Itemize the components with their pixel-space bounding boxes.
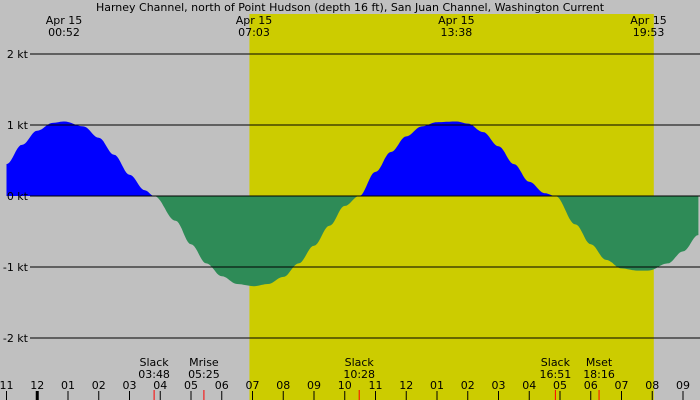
x-tick-label: 08 (645, 379, 659, 392)
y-tick-label: 2 kt (7, 48, 29, 61)
x-tick-label: 04 (153, 379, 167, 392)
y-tick-label: 0 kt (7, 190, 29, 203)
extreme-date-0: Apr 15 (46, 14, 83, 27)
y-tick-label: -1 kt (3, 261, 29, 274)
x-tick-label: 01 (61, 379, 75, 392)
event-time-4: 18:16 (583, 368, 615, 381)
x-tick-label: 06 (584, 379, 598, 392)
event-name-2: Slack (345, 356, 375, 369)
event-name-1: Mrise (189, 356, 219, 369)
event-name-0: Slack (139, 356, 169, 369)
y-axis-labels: 2 kt 1 kt 0 kt -1 kt -2 kt (3, 48, 29, 345)
x-tick-label: 02 (92, 379, 106, 392)
event-time-1: 05:25 (188, 368, 220, 381)
x-tick-label: 11 (0, 379, 14, 392)
x-tick-label: 09 (676, 379, 690, 392)
extreme-date-3: Apr 15 (630, 14, 667, 27)
flood-area-2 (360, 121, 556, 196)
x-tick-label: 05 (553, 379, 567, 392)
x-tick-label: 07 (246, 379, 260, 392)
x-tick-label: 04 (522, 379, 536, 392)
x-axis: 11 12 01 02 03 04 05 06 07 08 09 10 11 12 01 02 03 04 05 06… (0, 379, 690, 400)
chart-title: Harney Channel, north of Point Hudson (d… (96, 1, 605, 14)
extreme-time-1: 07:03 (238, 26, 270, 39)
x-tick-label: 03 (492, 379, 506, 392)
extreme-time-2: 13:38 (441, 26, 473, 39)
ebb-area-1 (155, 196, 359, 287)
x-tick-label: 11 (369, 379, 383, 392)
extreme-date-1: Apr 15 (236, 14, 273, 27)
x-tick-label: 06 (215, 379, 229, 392)
x-tick-label: 03 (123, 379, 137, 392)
event-time-3: 16:51 (540, 368, 572, 381)
x-tick-label: 02 (461, 379, 475, 392)
extreme-date-2: Apr 15 (438, 14, 475, 27)
x-tick-label: 10 (338, 379, 352, 392)
current-areas (6, 121, 699, 287)
x-tick-label: 01 (430, 379, 444, 392)
x-tick-label: 12 (30, 379, 44, 392)
event-time-0: 03:48 (138, 368, 170, 381)
x-tick-label: 05 (184, 379, 198, 392)
extreme-time-3: 19:53 (633, 26, 665, 39)
event-name-3: Slack (541, 356, 571, 369)
gridlines (30, 53, 700, 339)
extreme-time-0: 00:52 (48, 26, 80, 39)
event-name-4: Mset (586, 356, 613, 369)
flood-area-0 (6, 121, 155, 196)
y-tick-label: -2 kt (3, 332, 29, 345)
x-tick-label: 12 (399, 379, 413, 392)
x-tick-label: 09 (307, 379, 321, 392)
x-tick-label: 07 (615, 379, 629, 392)
event-time-2: 10:28 (343, 368, 375, 381)
ebb-area-3 (556, 196, 699, 271)
event-labels: Slack03:48Mrise05:25Slack10:28Slack16:51… (138, 356, 615, 400)
y-tick-label: 1 kt (7, 119, 29, 132)
x-tick-label: 08 (276, 379, 290, 392)
